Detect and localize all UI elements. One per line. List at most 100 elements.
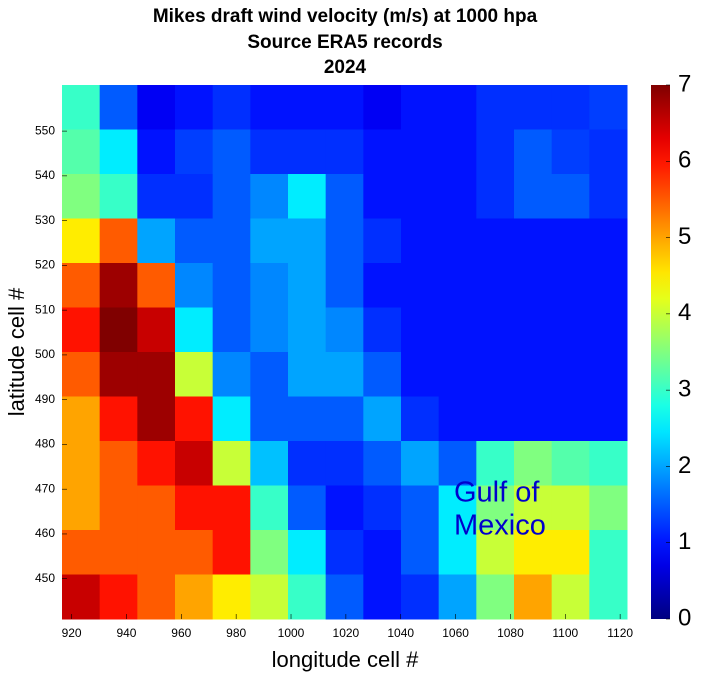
heatmap-cell [589,574,628,620]
y-axis-label: latitude cell # [4,287,29,416]
heatmap-cell [288,218,327,264]
heatmap-cell [514,129,553,175]
heatmap-cell [589,174,628,219]
heatmap-cell [514,174,553,219]
heatmap-cell [589,85,628,130]
heatmap-cell [401,485,440,531]
heatmap-cell [288,485,327,531]
y-tick-label: 510 [35,302,55,316]
colorbar-tick-label: 7 [678,70,691,97]
colorbar-tick-label: 2 [678,452,691,479]
colorbar [651,85,670,619]
heatmap-cell [325,485,364,531]
heatmap-cell [589,530,628,575]
heatmap-cell [551,574,590,620]
heatmap-cell [99,396,138,442]
heatmap-cell [401,174,440,219]
x-tick-label: 960 [171,626,191,640]
y-tick-label: 530 [35,213,55,227]
heatmap-cell [476,174,515,219]
heatmap-cell [175,530,214,575]
heatmap-cell [212,441,251,486]
heatmap-cell [250,174,289,219]
heatmap-cell [438,174,477,219]
x-tick-label: 1040 [387,626,414,640]
heatmap-cell [288,263,327,308]
heatmap-cell [175,574,214,620]
heatmap-cell [250,485,289,531]
heatmap-cell [438,129,477,175]
heatmap-cell [62,485,101,531]
y-tick-label: 480 [35,437,55,451]
heatmap-cell [589,352,628,397]
x-tick-label: 1020 [333,626,360,640]
heatmap-cell [137,174,176,219]
heatmap-cell [589,441,628,486]
heatmap-cell [325,263,364,308]
x-tick-label: 920 [62,626,82,640]
heatmap-cell [589,263,628,308]
heatmap-cell [363,307,402,353]
heatmap-cell [99,485,138,531]
heatmap-cell [175,129,214,175]
heatmap-cell [99,530,138,575]
heatmap-cell [325,530,364,575]
heatmap-cell [476,530,515,575]
x-tick-label: 1120 [607,626,633,640]
heatmap-cell [551,307,590,353]
heatmap-cell [438,441,477,486]
heatmap-cell [514,530,553,575]
heatmap-cell [137,352,176,397]
heatmap-cell [325,129,364,175]
heatmap-cell [476,441,515,486]
colorbar-tick-label: 4 [678,299,691,326]
heatmap-cell [325,396,364,442]
heatmap-cell [175,218,214,264]
chart-subtitle: 2024 [324,57,367,78]
heatmap-cell [175,85,214,130]
heatmap-cell [438,352,477,397]
annotation: Gulf of [454,477,540,509]
heatmap-cell [514,352,553,397]
heatmap-cell [438,263,477,308]
heatmap-cell [325,441,364,486]
heatmap-cell [401,263,440,308]
y-tick-label: 500 [35,347,55,361]
x-tick-label: 980 [226,626,246,640]
heatmap-cell [589,307,628,353]
colorbar-tick-label: 3 [678,375,691,402]
heatmap-cell [476,263,515,308]
y-tick-label: 520 [35,258,55,272]
x-tick-label: 1080 [497,626,524,640]
heatmap-cell [551,129,590,175]
heatmap-cell [250,574,289,620]
x-tick-label: 1060 [442,626,469,640]
heatmap-cell [137,218,176,264]
heatmap-cell [476,218,515,264]
heatmap-cell [589,218,628,264]
heatmap-cell [175,441,214,486]
heatmap-cell [212,574,251,620]
heatmap-cell [514,85,553,130]
heatmap-cell [401,441,440,486]
heatmap-cell [551,441,590,486]
annotation: Mexico [454,510,546,542]
heatmap-cell [62,263,101,308]
heatmap-cell [250,307,289,353]
heatmap-cell [212,85,251,130]
heatmap-cell [99,218,138,264]
heatmap-cell [250,441,289,486]
heatmap-cell [589,129,628,175]
chart-subtitle: Source ERA5 records [247,32,442,53]
colorbar-tick-label: 1 [678,528,691,555]
x-tick-label: 1100 [552,626,578,640]
heatmap-cell [62,352,101,397]
heatmap-cell [551,352,590,397]
heatmap-cell [99,263,138,308]
heatmap-cell [212,352,251,397]
heatmap-cell [589,396,628,442]
heatmap-cell [250,263,289,308]
heatmap-cell [551,530,590,575]
heatmap-cell [250,530,289,575]
